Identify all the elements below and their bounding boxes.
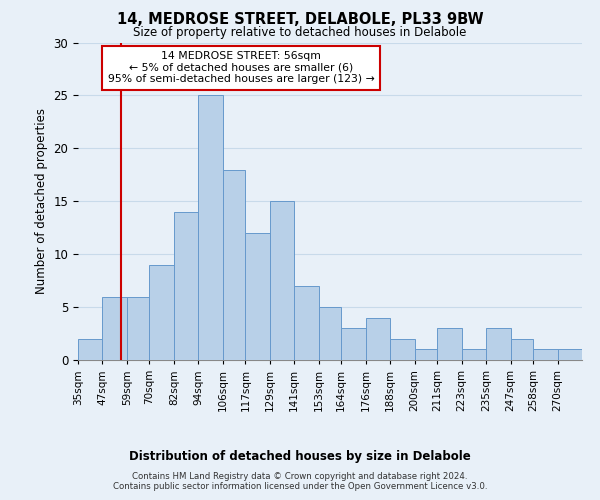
Bar bbox=[533, 350, 557, 360]
Bar bbox=[223, 170, 245, 360]
Bar bbox=[103, 296, 127, 360]
Y-axis label: Number of detached properties: Number of detached properties bbox=[35, 108, 48, 294]
Bar bbox=[486, 328, 511, 360]
Bar bbox=[149, 265, 174, 360]
Text: Contains public sector information licensed under the Open Government Licence v3: Contains public sector information licen… bbox=[113, 482, 487, 491]
Bar bbox=[390, 339, 415, 360]
Bar bbox=[341, 328, 366, 360]
Bar bbox=[511, 339, 533, 360]
Bar bbox=[294, 286, 319, 360]
Bar bbox=[366, 318, 390, 360]
Bar bbox=[461, 350, 486, 360]
Bar bbox=[174, 212, 199, 360]
Text: Distribution of detached houses by size in Delabole: Distribution of detached houses by size … bbox=[129, 450, 471, 463]
Text: Size of property relative to detached houses in Delabole: Size of property relative to detached ho… bbox=[133, 26, 467, 39]
Bar bbox=[557, 350, 582, 360]
Bar bbox=[270, 201, 294, 360]
Bar bbox=[319, 307, 341, 360]
Text: 14 MEDROSE STREET: 56sqm
← 5% of detached houses are smaller (6)
95% of semi-det: 14 MEDROSE STREET: 56sqm ← 5% of detache… bbox=[108, 51, 374, 84]
Text: Contains HM Land Registry data © Crown copyright and database right 2024.: Contains HM Land Registry data © Crown c… bbox=[132, 472, 468, 481]
Bar bbox=[127, 296, 149, 360]
Bar bbox=[415, 350, 437, 360]
Bar bbox=[245, 233, 270, 360]
Bar bbox=[78, 339, 103, 360]
Bar bbox=[199, 96, 223, 360]
Bar bbox=[437, 328, 461, 360]
Text: 14, MEDROSE STREET, DELABOLE, PL33 9BW: 14, MEDROSE STREET, DELABOLE, PL33 9BW bbox=[116, 12, 484, 28]
